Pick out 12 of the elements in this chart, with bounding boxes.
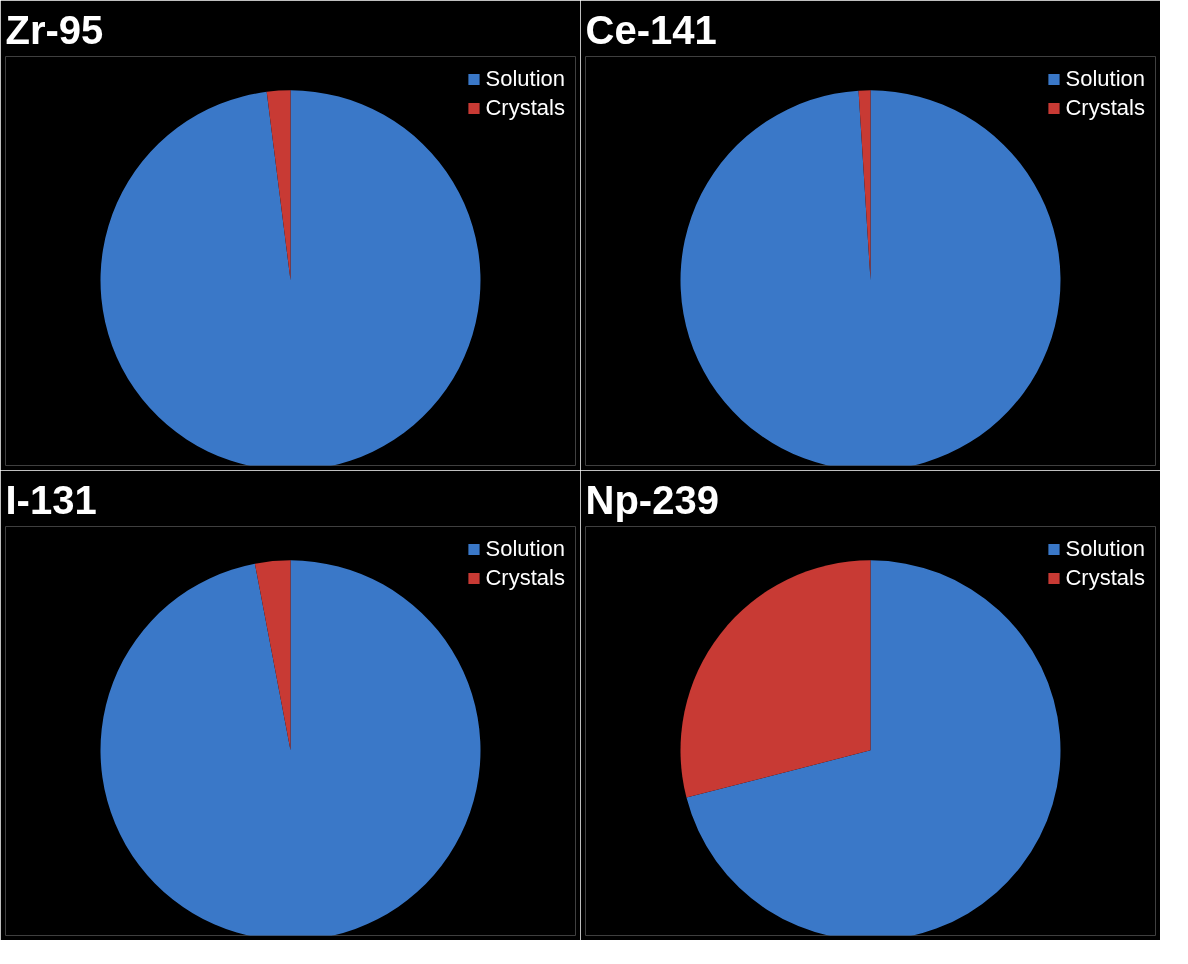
legend-label: Crystals	[485, 565, 565, 591]
legend-label: Crystals	[1065, 95, 1145, 121]
legend-label: Solution	[1065, 536, 1145, 562]
legend-label: Crystals	[1065, 565, 1145, 591]
legend-label: Solution	[485, 66, 565, 92]
chart-title: Np-239	[585, 477, 719, 522]
legend-label: Solution	[1065, 66, 1145, 92]
chart-title: Ce-141	[585, 7, 717, 52]
chart-title: Zr-95	[5, 7, 104, 52]
legend-label: Solution	[485, 536, 565, 562]
legend-label: Crystals	[485, 95, 565, 121]
chart-title: I-131	[5, 477, 97, 522]
